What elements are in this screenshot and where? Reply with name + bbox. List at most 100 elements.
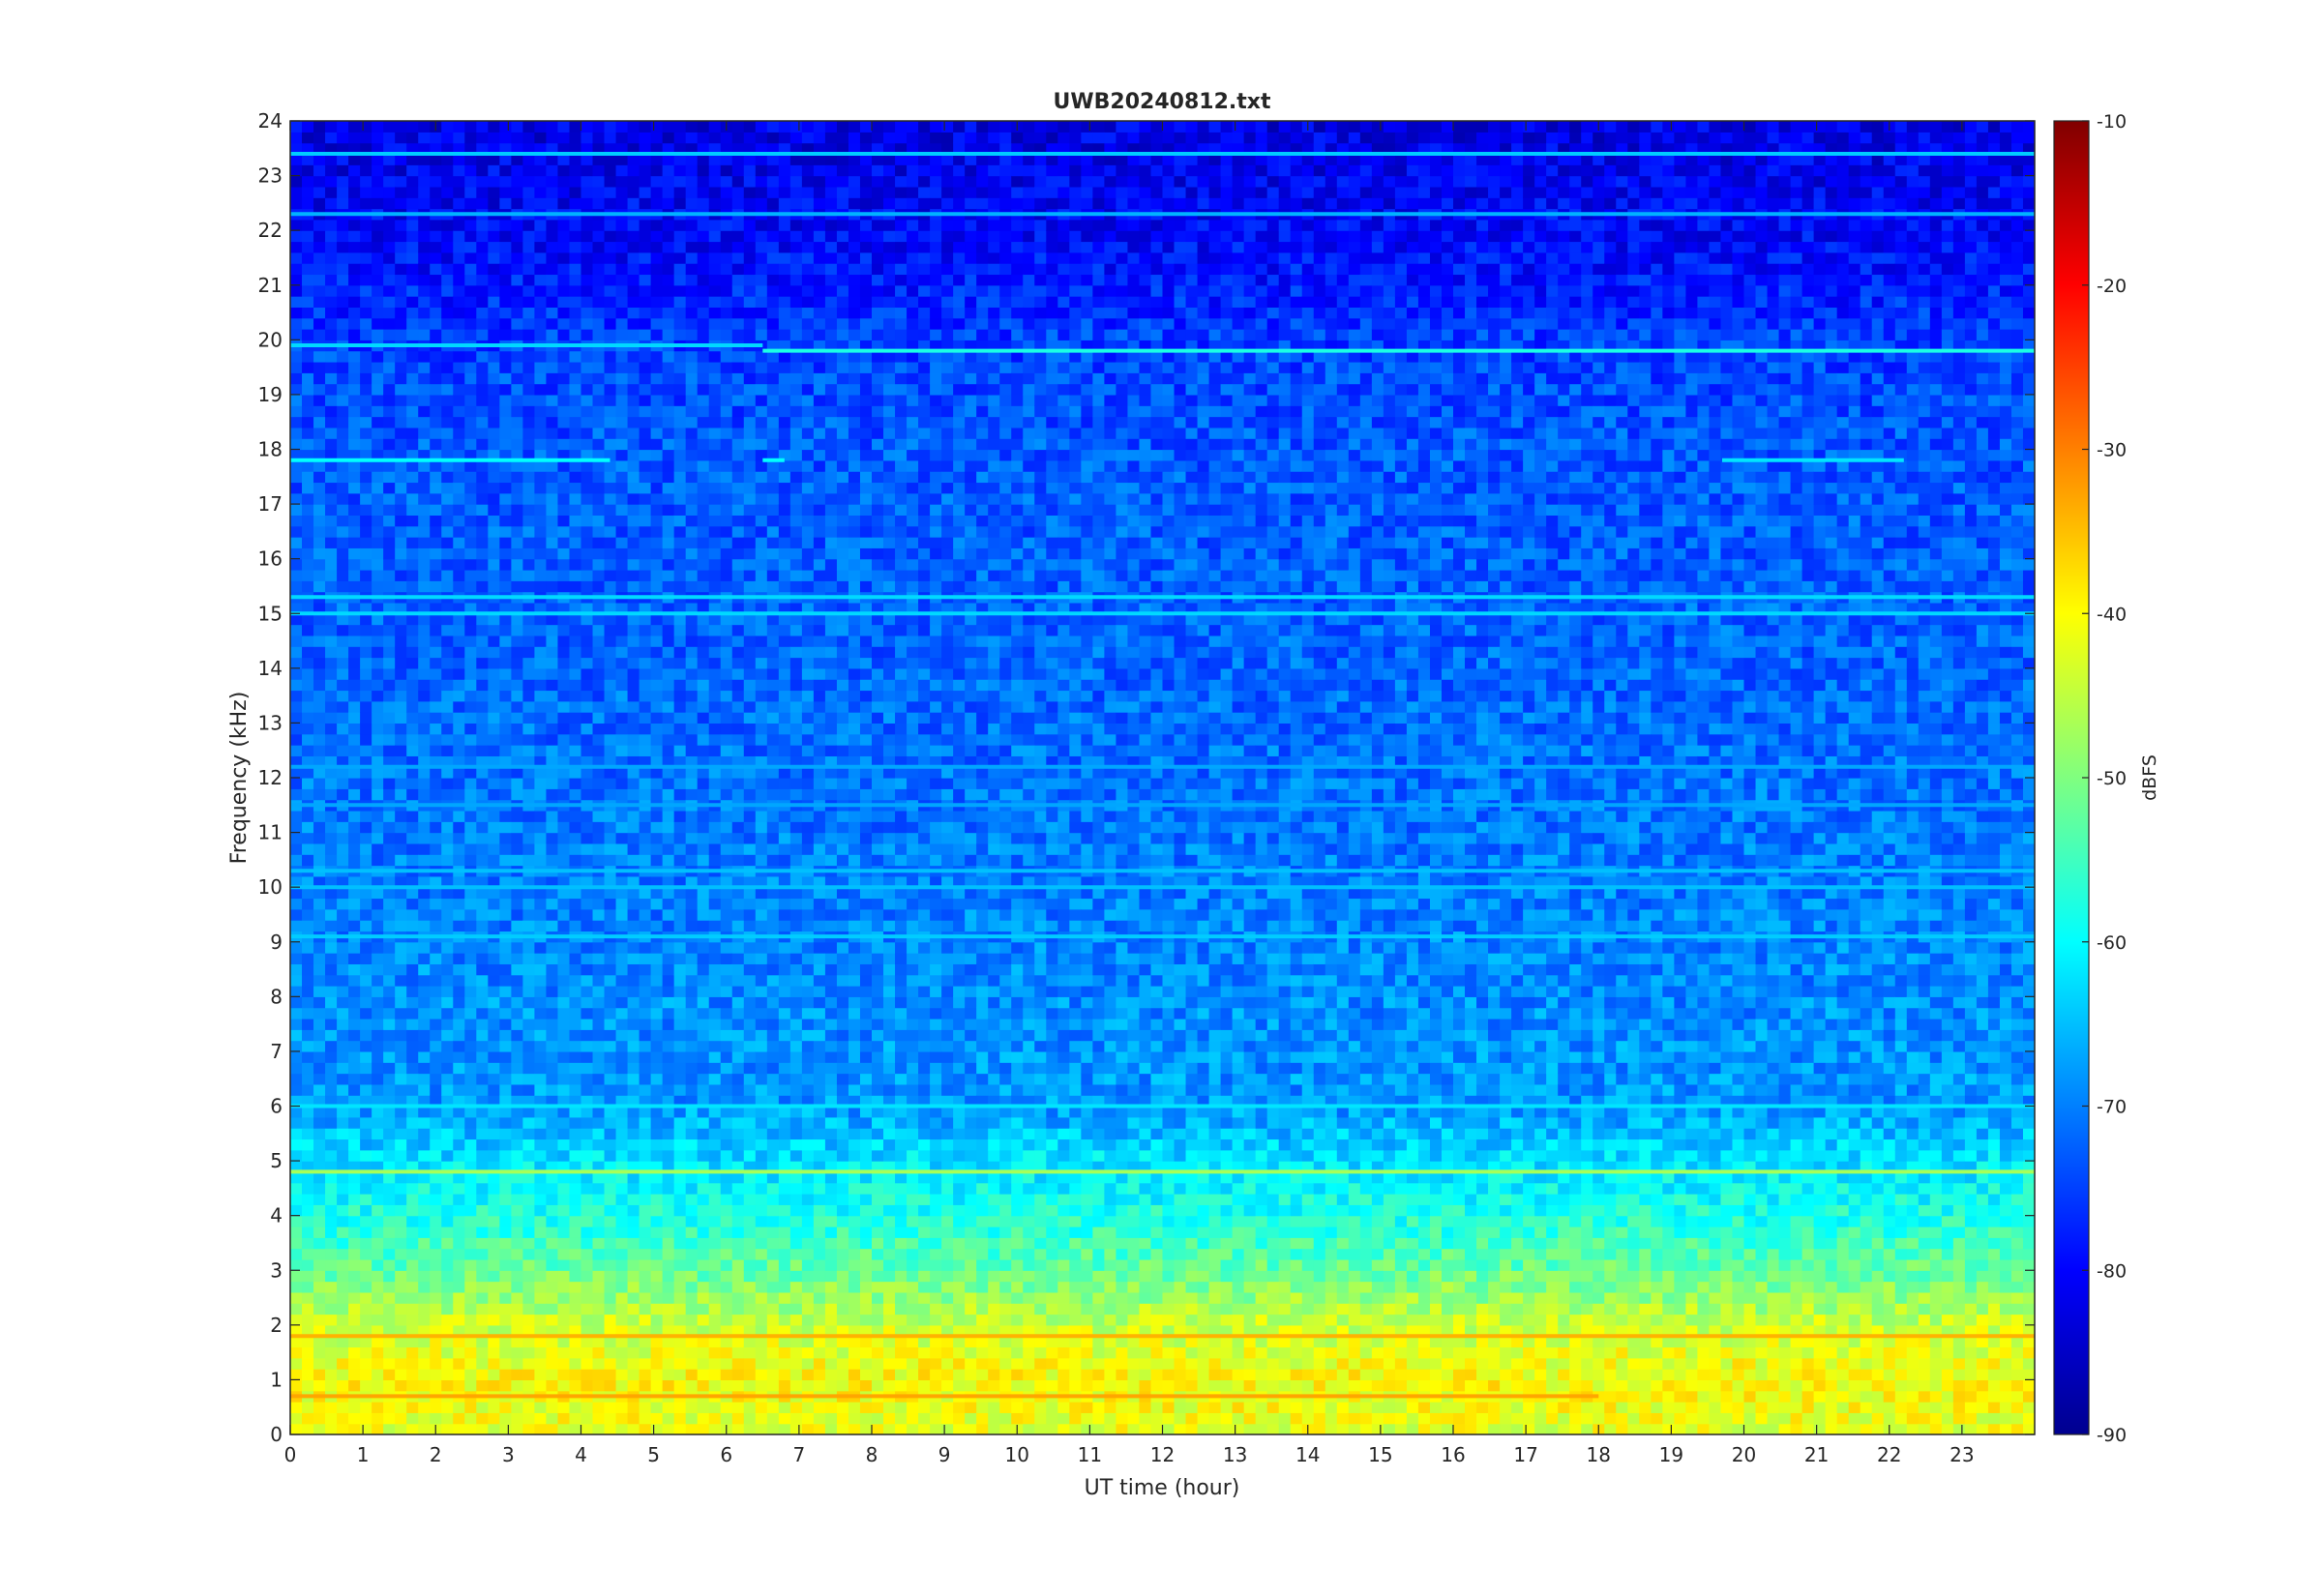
heat-cell [720, 646, 733, 659]
heat-cell [580, 263, 594, 276]
heat-cell [406, 613, 419, 626]
heat-cell [650, 569, 664, 581]
heat-cell [662, 974, 675, 987]
heat-cell [511, 219, 523, 231]
heat-cell [302, 745, 314, 756]
heat-cell [650, 854, 664, 867]
heat-cell [615, 547, 629, 560]
heat-cell [476, 132, 489, 144]
heat-cell [360, 788, 372, 801]
heat-cell [348, 230, 361, 243]
heat-cell [650, 996, 664, 1009]
heat-cell [348, 405, 361, 418]
heat-cell [685, 449, 699, 461]
heat-cell [650, 132, 664, 144]
heat-cell [372, 1423, 384, 1434]
heat-cell [534, 1062, 548, 1075]
heat-cell [557, 1083, 571, 1096]
heat-cell [418, 613, 431, 626]
heat-cell [627, 602, 640, 614]
heat-cell [522, 1423, 536, 1434]
heat-cell [395, 274, 407, 286]
heat-cell [360, 712, 372, 724]
heat-cell [325, 810, 338, 822]
heat-cell [546, 580, 559, 593]
heat-cell [464, 537, 477, 548]
heat-cell [383, 667, 396, 680]
heat-cell [697, 1336, 710, 1348]
heat-cell [697, 667, 710, 680]
heat-cell [592, 537, 606, 548]
heat-cell [406, 1083, 419, 1096]
heat-cell [639, 482, 652, 494]
heat-cell [662, 1379, 675, 1392]
heat-cell [290, 1116, 303, 1129]
heat-cell [766, 963, 780, 976]
heat-cell [639, 416, 652, 429]
heat-cell [522, 1281, 536, 1293]
heat-cell [534, 504, 548, 516]
heat-cell [708, 1412, 722, 1425]
heat-cell [406, 854, 419, 867]
heat-cell [313, 1040, 326, 1052]
heat-cell [488, 1083, 500, 1096]
heat-cell [313, 132, 326, 144]
heat-cell [383, 1215, 396, 1227]
heat-cell [662, 920, 675, 932]
heat-cell [383, 459, 396, 472]
heat-cell [743, 175, 757, 188]
heat-cell [662, 121, 675, 133]
heat-cell [673, 723, 687, 735]
heat-cell [534, 887, 548, 900]
heat-cell [743, 164, 757, 177]
heat-cell [406, 372, 419, 385]
heat-cell [766, 1116, 780, 1129]
heat-cell [639, 537, 652, 548]
heat-cell [430, 745, 442, 756]
heat-cell [499, 438, 512, 451]
heat-cell [743, 317, 757, 330]
heat-cell [673, 667, 687, 680]
heat-cell [511, 1303, 523, 1315]
heat-cell [546, 1050, 559, 1063]
heat-cell [592, 394, 606, 406]
heat-cell [615, 1204, 629, 1217]
heat-cell [360, 766, 372, 779]
heat-cell [337, 1050, 349, 1063]
heat-cell [743, 1423, 757, 1434]
heat-cell [360, 1149, 372, 1162]
heat-cell [430, 274, 442, 286]
heat-cell [488, 1204, 500, 1217]
heat-cell [650, 1128, 664, 1140]
heat-cell [720, 558, 733, 571]
heat-cell [348, 941, 361, 954]
heat-cell [627, 1083, 640, 1096]
heat-cell [383, 449, 396, 461]
heat-cell [650, 1095, 664, 1108]
heat-cell [627, 350, 640, 363]
heat-cell [499, 383, 512, 396]
heat-cell [372, 1346, 384, 1359]
heat-cell [685, 219, 699, 231]
heat-cell [453, 1314, 465, 1326]
heat-cell [464, 132, 477, 144]
heat-cell [406, 274, 419, 286]
heat-cell [569, 875, 582, 888]
heat-cell [534, 898, 548, 910]
heat-cell [662, 755, 675, 768]
heat-cell [673, 996, 687, 1009]
heat-cell [662, 1182, 675, 1195]
heat-cell [430, 317, 442, 330]
heat-cell [755, 920, 768, 932]
heat-cell [313, 1379, 326, 1392]
heat-cell [650, 842, 664, 855]
heat-cell [534, 1237, 548, 1250]
heat-cell [302, 1073, 314, 1085]
heat-cell [406, 132, 419, 144]
heat-cell [673, 941, 687, 954]
heat-cell [534, 1336, 548, 1348]
heat-cell [511, 1379, 523, 1392]
heat-cell [360, 1281, 372, 1293]
heat-cell [488, 405, 500, 418]
heat-cell [755, 1116, 768, 1129]
